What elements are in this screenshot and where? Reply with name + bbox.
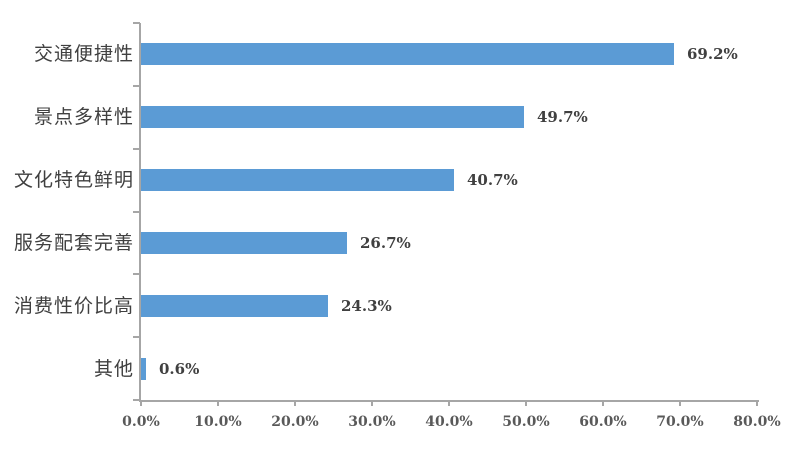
x-axis-tick (448, 400, 450, 406)
y-axis-line (139, 23, 141, 402)
y-axis-tick (133, 336, 140, 338)
bar (141, 106, 524, 128)
y-axis-tick (133, 399, 140, 401)
bar (141, 358, 146, 380)
x-axis-tick (679, 400, 681, 406)
x-axis-tick (756, 400, 758, 406)
y-axis-tick (133, 22, 140, 24)
category-label: 景点多样性 (33, 106, 134, 128)
x-axis-tick (294, 400, 296, 406)
x-axis-tick (140, 400, 142, 406)
bar (141, 295, 328, 317)
x-tick-label: 40.0% (425, 414, 473, 430)
y-axis-tick (133, 273, 140, 275)
value-label: 0.6% (159, 360, 200, 378)
x-tick-label: 80.0% (733, 414, 781, 430)
value-label: 69.2% (687, 45, 738, 63)
y-axis-tick (133, 85, 140, 87)
category-label: 其他 (93, 358, 134, 380)
y-axis-tick (133, 211, 140, 213)
x-tick-label: 30.0% (348, 414, 396, 430)
category-label: 文化特色鲜明 (13, 169, 134, 191)
category-label: 交通便捷性 (33, 43, 134, 65)
x-tick-label: 60.0% (579, 414, 627, 430)
x-tick-label: 70.0% (656, 414, 704, 430)
bar (141, 169, 454, 191)
x-tick-label: 0.0% (122, 414, 160, 430)
x-tick-label: 50.0% (502, 414, 550, 430)
x-axis-tick (217, 400, 219, 406)
x-tick-label: 20.0% (271, 414, 319, 430)
value-label: 40.7% (467, 171, 518, 189)
value-label: 26.7% (360, 234, 411, 252)
category-label: 消费性价比高 (13, 295, 134, 317)
value-label: 49.7% (537, 108, 588, 126)
bar (141, 43, 674, 65)
value-label: 24.3% (341, 297, 392, 315)
x-tick-label: 10.0% (194, 414, 242, 430)
bar (141, 232, 347, 254)
x-axis-tick (525, 400, 527, 406)
y-axis-tick (133, 148, 140, 150)
category-label: 服务配套完善 (13, 232, 134, 254)
x-axis-tick (371, 400, 373, 406)
x-axis-tick (602, 400, 604, 406)
